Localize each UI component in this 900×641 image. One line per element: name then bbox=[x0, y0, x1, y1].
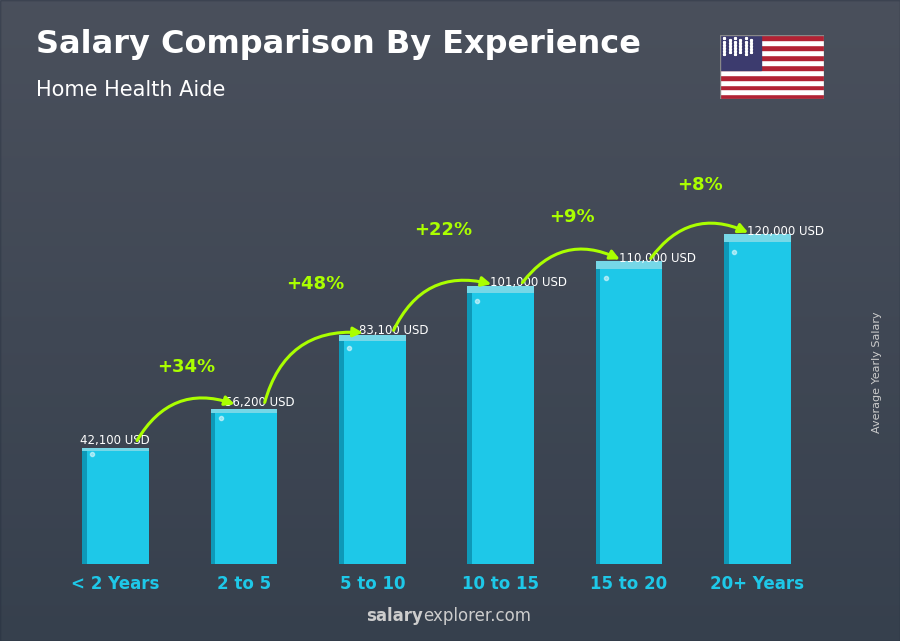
Bar bbox=[211, 413, 215, 564]
Bar bbox=[720, 40, 824, 45]
Bar bbox=[724, 242, 791, 564]
Bar bbox=[596, 262, 662, 269]
Bar bbox=[720, 90, 824, 94]
Bar bbox=[596, 269, 662, 564]
Text: 83,100 USD: 83,100 USD bbox=[359, 324, 429, 337]
Bar bbox=[720, 94, 824, 99]
Bar bbox=[720, 85, 824, 90]
Bar bbox=[467, 293, 472, 564]
Bar bbox=[720, 65, 824, 70]
FancyArrowPatch shape bbox=[393, 278, 488, 330]
Bar bbox=[339, 341, 344, 564]
Bar bbox=[720, 75, 824, 79]
Bar bbox=[720, 35, 761, 70]
Bar bbox=[82, 451, 149, 564]
Text: salary: salary bbox=[366, 607, 423, 625]
Bar bbox=[720, 70, 824, 75]
Text: 110,000 USD: 110,000 USD bbox=[619, 252, 696, 265]
Bar bbox=[724, 234, 791, 242]
Bar bbox=[724, 242, 729, 564]
Text: +8%: +8% bbox=[677, 176, 723, 194]
Text: +34%: +34% bbox=[158, 358, 215, 376]
Text: Salary Comparison By Experience: Salary Comparison By Experience bbox=[36, 29, 641, 60]
Text: +48%: +48% bbox=[285, 274, 344, 292]
Text: explorer.com: explorer.com bbox=[423, 607, 531, 625]
FancyArrowPatch shape bbox=[651, 223, 745, 258]
Text: Home Health Aide: Home Health Aide bbox=[36, 80, 225, 100]
FancyArrowPatch shape bbox=[137, 397, 231, 440]
Bar bbox=[82, 448, 149, 451]
Text: 42,100 USD: 42,100 USD bbox=[80, 434, 149, 447]
Text: +9%: +9% bbox=[549, 208, 594, 226]
FancyArrowPatch shape bbox=[265, 328, 359, 403]
Bar bbox=[720, 60, 824, 65]
Bar bbox=[720, 35, 824, 40]
Bar bbox=[720, 55, 824, 60]
Text: 56,200 USD: 56,200 USD bbox=[225, 396, 294, 409]
FancyArrowPatch shape bbox=[522, 249, 617, 283]
Bar bbox=[720, 79, 824, 85]
Bar bbox=[467, 286, 534, 293]
Bar bbox=[720, 45, 824, 50]
Bar bbox=[596, 269, 600, 564]
Text: 120,000 USD: 120,000 USD bbox=[747, 225, 824, 238]
Bar bbox=[467, 293, 534, 564]
Bar bbox=[339, 335, 406, 341]
Text: +22%: +22% bbox=[414, 221, 472, 239]
Text: 101,000 USD: 101,000 USD bbox=[491, 276, 567, 289]
Bar bbox=[211, 410, 277, 413]
Bar bbox=[720, 50, 824, 55]
Text: Average Yearly Salary: Average Yearly Salary bbox=[872, 311, 883, 433]
Bar bbox=[211, 413, 277, 564]
Bar bbox=[82, 451, 87, 564]
Bar bbox=[339, 341, 406, 564]
